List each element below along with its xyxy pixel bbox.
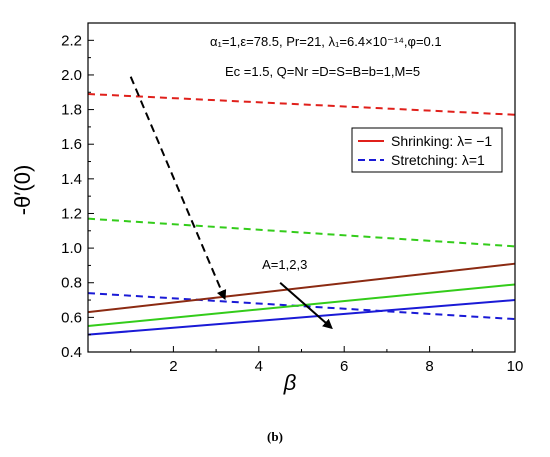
trend-arrow-solid [279, 281, 333, 330]
series-line-shrinking-5 [87, 283, 516, 328]
x-tick-label: 2 [169, 358, 177, 375]
series-layer [87, 92, 516, 336]
y-tick-label: 1.6 [61, 136, 82, 153]
legend: Shrinking: λ= −1 Stretching: λ=1 [351, 127, 503, 173]
series-line-shrinking-4 [87, 262, 516, 314]
tick-layer: 2 4 6 8 10 0.4 0.6 0.8 1.0 1.2 1.4 1.6 1.8 2.0 2.2 [61, 32, 523, 375]
x-tick-label: 10 [507, 358, 524, 375]
y-tick-label: 0.8 [61, 275, 82, 292]
params-line-2: Ec =1.5, Q=Nr =D=S=B=b=1,M=5 [225, 64, 420, 79]
y-tick-label: 1.2 [61, 205, 82, 222]
series-line-stretching-1 [87, 92, 516, 116]
legend-label-shrinking: Shrinking: λ= −1 [391, 133, 492, 149]
panel-caption: (b) [267, 429, 283, 444]
legend-label-stretching: Stretching: λ=1 [391, 152, 485, 168]
y-tick-label: 2.2 [61, 32, 82, 49]
y-tick-label: 0.6 [61, 309, 82, 326]
x-tick-label: 4 [255, 358, 263, 375]
y-axis-label: -θ′(0) [10, 165, 35, 216]
x-tick-label: 6 [340, 358, 348, 375]
legend-box [351, 127, 503, 173]
trend-arrow-dashed [129, 76, 227, 301]
y-tick-label: 2.0 [61, 67, 82, 84]
series-line-shrinking-6 [87, 299, 516, 336]
x-axis-label: β [283, 370, 297, 395]
annotation-a-values: A=1,2,3 [262, 257, 307, 272]
arrow-layer [129, 76, 333, 330]
params-line-1: α₁=1,ε=78.5, Pr=21, λ₁=6.4×10⁻¹⁴,φ=0.1 [210, 34, 442, 49]
y-tick-label: 0.4 [61, 344, 82, 361]
series-line-stretching-2 [87, 217, 516, 248]
y-tick-label: 1.0 [61, 240, 82, 257]
y-tick-label: 1.8 [61, 102, 82, 119]
y-tick-label: 1.4 [61, 171, 82, 188]
x-tick-label: 8 [425, 358, 433, 375]
